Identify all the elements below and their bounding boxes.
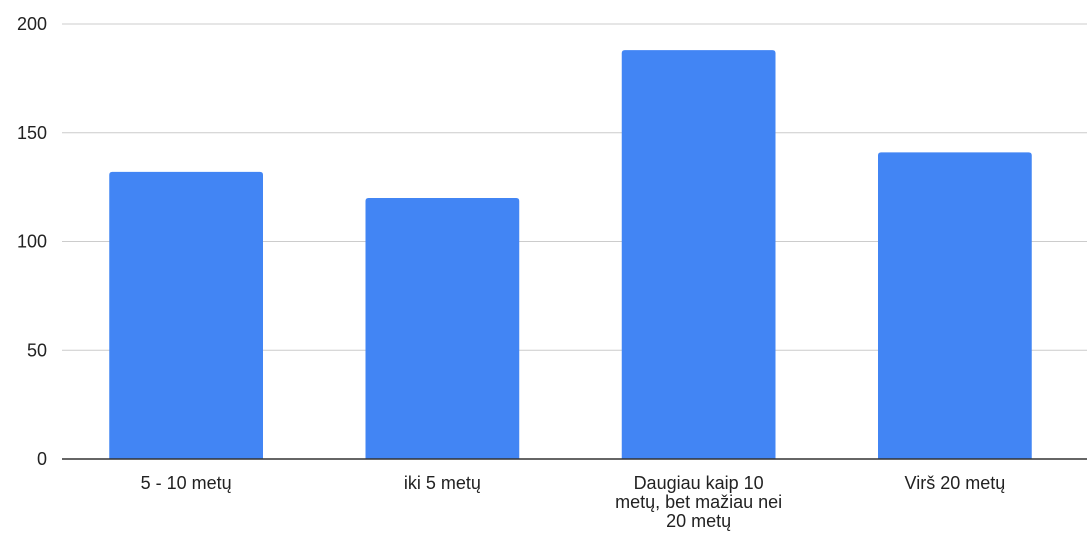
y-tick-label: 200 (17, 14, 47, 34)
bars (109, 50, 1032, 459)
y-tick-label: 50 (27, 340, 47, 360)
labels: 0 50 100 150 200 5 - 10 metų iki 5 metų Daugiau… (17, 14, 1005, 531)
x-tick-label: Daugiau kaip 10 metų, bet mažiau nei 20 me… (615, 473, 782, 531)
bar (365, 198, 520, 459)
bar (621, 50, 776, 459)
x-tick-label: Virš 20 metų (905, 473, 1006, 493)
bar (878, 152, 1032, 459)
x-tick-label: 5 - 10 metų (141, 473, 232, 493)
x-tick-label: iki 5 metų (404, 473, 481, 493)
y-tick-label: 150 (17, 123, 47, 143)
y-tick-label: 0 (37, 449, 47, 469)
y-tick-label: 100 (17, 232, 47, 252)
bar (109, 171, 263, 459)
